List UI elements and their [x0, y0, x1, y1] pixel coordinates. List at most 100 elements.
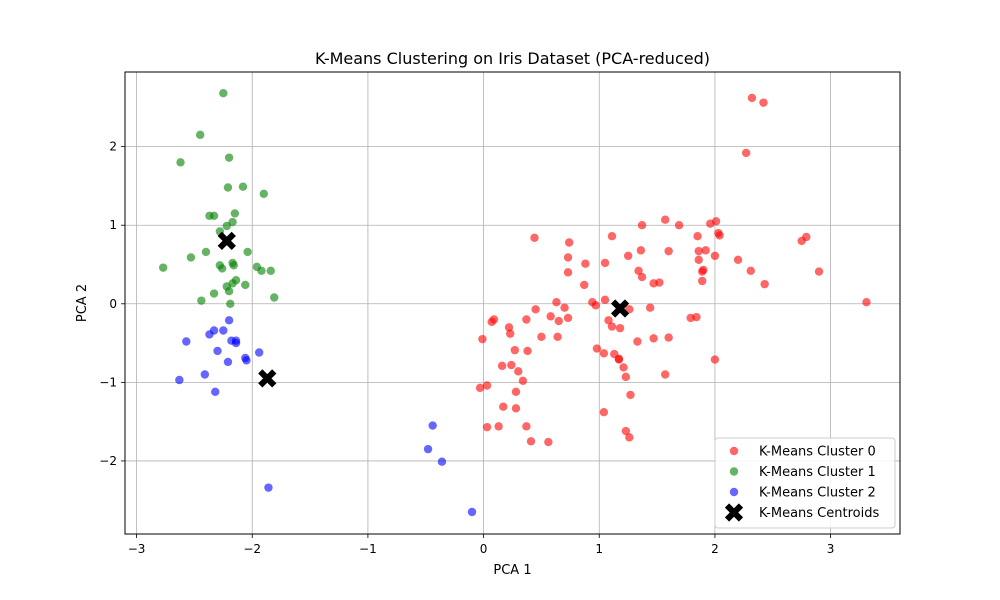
- cluster-point: [497, 361, 507, 371]
- cluster-point: [544, 437, 553, 447]
- cluster-point: [625, 433, 634, 442]
- cluster-point: [693, 232, 702, 241]
- cluster-point: [522, 422, 531, 431]
- cluster-point: [637, 221, 647, 230]
- cluster-point: [563, 313, 573, 323]
- cluster-point: [625, 305, 634, 314]
- cluster-point: [660, 370, 670, 379]
- cluster-point: [600, 295, 610, 305]
- chart-title: K-Means Clustering on Iris Dataset (PCA-…: [315, 49, 710, 68]
- cluster-point: [270, 293, 279, 302]
- cluster-point: [224, 287, 234, 296]
- cluster-point: [482, 422, 492, 432]
- cluster-point: [514, 367, 523, 376]
- cluster-point: [224, 316, 234, 325]
- cluster-point: [229, 261, 238, 270]
- legend-label: K-Means Centroids: [759, 506, 879, 521]
- cluster-point: [655, 278, 664, 287]
- cluster-point: [747, 93, 757, 103]
- legend-label: K-Means Cluster 1: [759, 465, 876, 480]
- cluster-point: [243, 247, 252, 257]
- cluster-point: [200, 370, 210, 379]
- legend-label: K-Means Cluster 2: [759, 486, 876, 501]
- cluster-point: [223, 183, 233, 192]
- cluster-point: [219, 89, 228, 98]
- cluster-point: [242, 356, 251, 365]
- cluster-point: [505, 329, 515, 338]
- cluster-point: [564, 238, 574, 247]
- cluster-point: [530, 233, 539, 242]
- cluster-point: [581, 259, 590, 268]
- cluster-point: [504, 323, 514, 332]
- legend-label: K-Means Cluster 0: [759, 445, 876, 460]
- cluster-point: [623, 251, 633, 261]
- cluster-point: [264, 483, 273, 492]
- x-tick-label: 3: [827, 542, 835, 556]
- plot-frame: [124, 71, 901, 535]
- legend-box: [714, 437, 896, 529]
- cluster-point: [699, 265, 708, 275]
- cluster-point: [478, 334, 487, 344]
- cluster-point: [259, 189, 269, 198]
- cluster-point: [266, 266, 275, 275]
- legend-marker: [729, 467, 739, 476]
- cluster-point: [205, 330, 214, 339]
- cluster-point: [621, 372, 631, 382]
- cluster-point: [733, 255, 743, 264]
- cluster-point: [692, 312, 701, 322]
- cluster-point: [546, 312, 555, 321]
- cluster-point: [862, 298, 871, 307]
- cluster-point: [238, 182, 248, 191]
- cluster-point: [423, 444, 433, 454]
- cluster-point: [591, 301, 600, 310]
- cluster-point: [523, 346, 532, 356]
- cluster-point: [195, 130, 205, 140]
- cluster-point: [760, 279, 769, 289]
- cluster-point: [526, 437, 536, 446]
- cluster-point: [759, 98, 768, 107]
- legend-marker: [729, 446, 739, 456]
- cluster-point: [254, 348, 264, 357]
- cluster-point: [599, 349, 609, 358]
- cluster-point: [182, 337, 191, 346]
- cluster-point: [746, 266, 755, 275]
- cluster-point: [175, 375, 184, 385]
- series-0: [475, 93, 871, 447]
- cluster-point: [257, 266, 266, 275]
- y-tick-label: 0: [109, 297, 117, 311]
- x-tick-label: −3: [128, 542, 146, 556]
- legend-marker: [729, 487, 739, 497]
- cluster-point: [698, 276, 707, 286]
- cluster-point: [563, 268, 573, 277]
- cluster-point: [230, 209, 240, 218]
- cluster-point: [636, 246, 646, 255]
- y-tick-label: 1: [109, 218, 117, 232]
- cluster-point: [494, 422, 503, 431]
- cluster-point: [511, 404, 521, 413]
- series-3: [217, 231, 630, 388]
- series-2: [175, 316, 477, 517]
- cluster-point: [619, 363, 628, 372]
- axis-ticks: −3 −2 −1 0 1 2 3 −2 −1 0 1 2: [99, 140, 834, 556]
- y-axis-label: PCA 2: [75, 284, 90, 322]
- cluster-point: [634, 266, 643, 275]
- cluster-point: [531, 305, 540, 314]
- cluster-point: [637, 272, 647, 282]
- cluster-point: [554, 316, 563, 326]
- cluster-point: [607, 322, 617, 331]
- x-tick-label: 0: [480, 542, 488, 556]
- cluster-point: [552, 298, 561, 307]
- cluster-point: [197, 296, 206, 305]
- cluster-point: [626, 390, 635, 400]
- cluster-point: [599, 408, 609, 417]
- cluster-point: [511, 387, 521, 396]
- y-tick-label: −1: [99, 375, 117, 389]
- cluster-point: [664, 246, 673, 256]
- cluster-point: [797, 236, 806, 246]
- x-tick-label: −1: [359, 542, 377, 556]
- cluster-point: [710, 251, 720, 261]
- cluster-point: [482, 381, 492, 390]
- cluster-point: [186, 253, 196, 262]
- cluster-point: [694, 255, 703, 264]
